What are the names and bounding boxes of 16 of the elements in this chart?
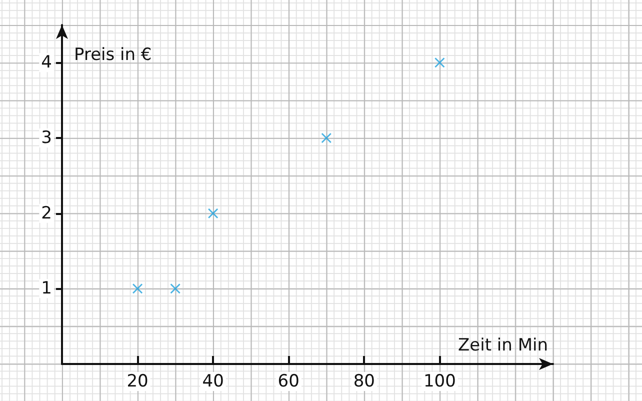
x-tick-label: 100 bbox=[423, 372, 456, 392]
x-tick-label: 80 bbox=[353, 372, 375, 392]
y-tick-label: 3 bbox=[41, 128, 52, 148]
y-tick-label: 2 bbox=[41, 203, 52, 224]
point bbox=[434, 58, 445, 68]
y-tick-label: 4 bbox=[41, 52, 52, 73]
point bbox=[208, 208, 218, 218]
point bbox=[132, 284, 143, 294]
point bbox=[170, 284, 180, 294]
y-tick-label: 1 bbox=[41, 278, 52, 299]
x-tick-label: 20 bbox=[126, 372, 148, 392]
x-tick-label: 60 bbox=[278, 372, 300, 392]
x-axis-title: Zeit in Min bbox=[458, 336, 548, 356]
y-axis-title: Preis in € bbox=[74, 45, 152, 65]
x-tick-label: 40 bbox=[202, 372, 224, 392]
point bbox=[321, 133, 332, 143]
